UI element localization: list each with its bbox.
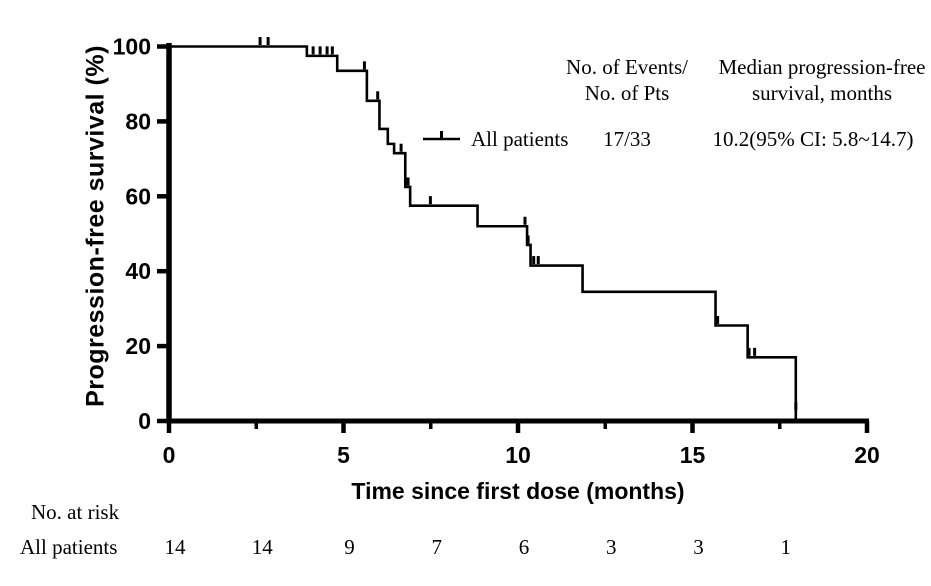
at-risk-row-label: All patients <box>20 535 118 559</box>
x-tick-label: 15 <box>680 442 706 468</box>
median-column-header: Median progression-free survival, months <box>718 54 925 106</box>
at-risk-value: 7 <box>431 535 443 559</box>
legend-events-value: 17/33 <box>603 127 651 151</box>
axis-tick-labels: 0 20 40 60 80 100 0 5 10 15 20 <box>113 34 880 469</box>
at-risk-caption: No. at risk <box>31 500 120 524</box>
x-tick-label: 0 <box>163 442 176 468</box>
y-axis-title: Progression-free survival (%) <box>81 45 110 407</box>
y-tick-label: 80 <box>125 108 151 134</box>
at-risk-value: 9 <box>344 535 355 559</box>
x-axis-title: Time since first dose (months) <box>351 478 685 504</box>
axis-ticks <box>157 44 870 433</box>
at-risk-value: 14 <box>164 535 186 559</box>
median-header-line2: survival, months <box>751 81 892 105</box>
legend-series-label: All patients <box>471 127 569 151</box>
y-tick-label: 60 <box>125 183 151 209</box>
y-tick-label: 100 <box>113 34 151 60</box>
x-tick-label: 5 <box>337 442 350 468</box>
legend-median-value: 10.2(95% CI: 5.8~14.7) <box>712 127 914 151</box>
events-header-line2: No. of Pts <box>584 81 670 105</box>
events-column-header: No. of Events/ No. of Pts <box>566 54 688 106</box>
events-header-line1: No. of Events/ <box>566 55 688 79</box>
km-step-curve <box>169 45 798 421</box>
censor-marker-icon <box>423 131 460 141</box>
y-tick-label: 40 <box>125 258 151 284</box>
x-tick-label: 20 <box>854 442 880 468</box>
x-tick-label: 10 <box>505 442 531 468</box>
y-tick-label: 20 <box>125 333 151 359</box>
censor-ticks <box>258 37 798 411</box>
at-risk-value: 6 <box>518 535 530 559</box>
at-risk-value: 14 <box>251 535 273 559</box>
at-risk-value: 3 <box>693 535 704 559</box>
at-risk-value: 1 <box>780 535 792 559</box>
y-tick-label: 0 <box>138 408 151 434</box>
km-curve <box>169 45 798 421</box>
at-risk-value: 3 <box>606 535 617 559</box>
median-header-line1: Median progression-free <box>718 55 926 79</box>
